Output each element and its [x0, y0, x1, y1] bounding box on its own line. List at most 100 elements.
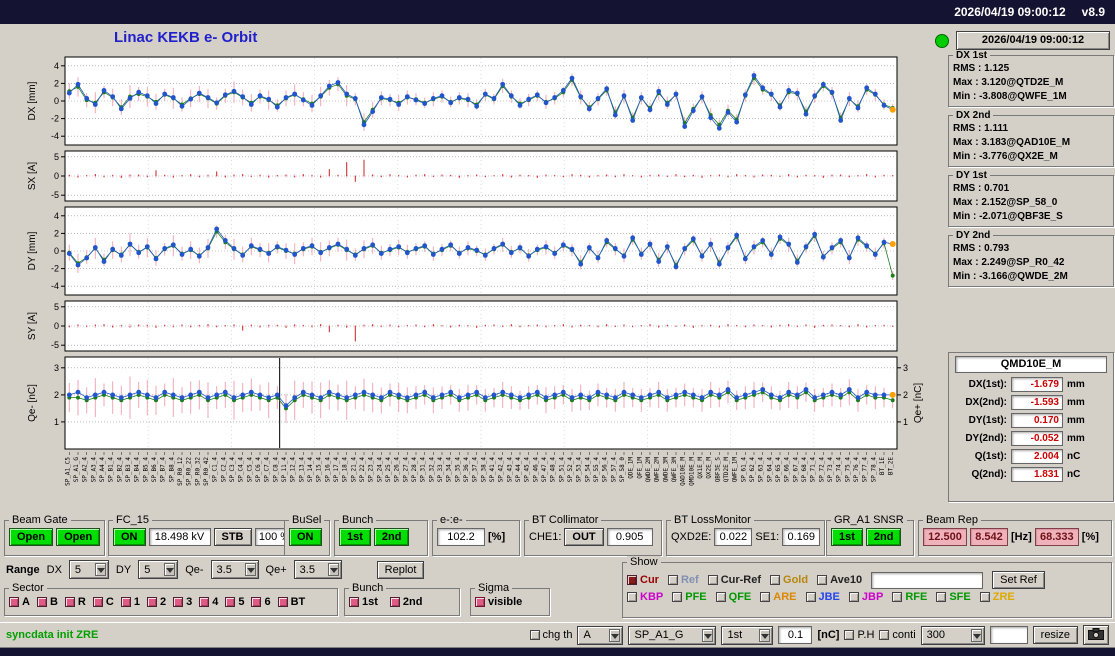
checkbox-icon	[627, 575, 637, 585]
show-checkbox-zre[interactable]: ZRE	[979, 591, 1015, 603]
sector-checkbox-bt[interactable]: BT	[277, 596, 305, 608]
range-qem-dropdown[interactable]: 3.5	[210, 560, 259, 579]
bunch-1st-button[interactable]: 1st	[339, 528, 371, 546]
dx-plot[interactable]: 4 2 0 -2 -4 DX [mm]	[20, 56, 925, 149]
beam-rep-value-3: 68.333	[1034, 528, 1079, 546]
svg-text:SP_16_4: SP_16_4	[324, 457, 331, 483]
svg-text:2: 2	[54, 390, 59, 400]
sector-checkbox-a[interactable]: A	[9, 596, 30, 608]
sector-checkbox-c[interactable]: C	[92, 596, 114, 608]
range-dx-dropdown[interactable]: 5	[68, 560, 109, 579]
sector-checkbox-5[interactable]: 5	[225, 596, 244, 608]
checkbox-icon	[817, 575, 828, 585]
svg-text:-5: -5	[51, 190, 59, 200]
set-ref-input[interactable]	[871, 571, 984, 589]
gra1-2nd-button[interactable]: 2nd	[865, 528, 902, 546]
sector-checkbox-1[interactable]: 1	[120, 596, 140, 608]
dy-plot[interactable]: 4 2 0 -2 -4 DY [mm]	[20, 206, 925, 299]
interval-dropdown[interactable]: 300	[920, 625, 985, 645]
svg-text:QAD10E_M: QAD10E_M	[680, 457, 687, 486]
bpm-row-unit: nC	[1067, 451, 1081, 462]
svg-text:SP_37_4: SP_37_4	[472, 457, 479, 483]
svg-text:SP_B7_4: SP_B7_4	[160, 457, 167, 483]
bpm-row-label: DX(2nd):	[965, 397, 1007, 408]
svg-text:SP_51_4: SP_51_4	[558, 457, 565, 483]
show-checkbox-ave10[interactable]: Ave10	[817, 574, 862, 586]
bpm-row-value: -1.679	[1011, 377, 1063, 392]
busel-on-button[interactable]: ON	[289, 528, 322, 546]
bunch-select-dropdown[interactable]: 1st	[721, 625, 774, 645]
resize-button[interactable]: resize	[1032, 626, 1078, 644]
checkbox-icon	[225, 597, 236, 607]
screenshot-button[interactable]	[1083, 625, 1109, 645]
gra1-1st-button[interactable]: 1st	[831, 528, 863, 546]
svg-text:SP_B6_4: SP_B6_4	[151, 457, 158, 483]
range-dy-dropdown[interactable]: 5	[138, 560, 179, 579]
sy-plot[interactable]: 5 0 -5 SY [A]	[20, 300, 925, 355]
svg-text:SP_C2_4: SP_C2_4	[220, 457, 227, 483]
range-dx-label: DX	[46, 563, 62, 576]
svg-text:3: 3	[903, 363, 908, 373]
range-qep-dropdown[interactable]: 3.5	[293, 560, 342, 579]
svg-text:BT_2E: BT_2E	[888, 457, 895, 475]
show-checkbox-qfe[interactable]: QFE	[715, 591, 751, 603]
svg-text:SP_11_4: SP_11_4	[281, 457, 288, 483]
show-checkbox-jbe[interactable]: JBE	[805, 591, 840, 603]
show-checkbox-are[interactable]: ARE	[760, 591, 797, 603]
svg-text:QWFE_2M: QWFE_2M	[654, 457, 661, 483]
che1-out-button[interactable]: OUT	[564, 528, 604, 546]
svg-text:-5: -5	[51, 340, 59, 350]
svg-text:SP_A1_C5: SP_A1_C5	[64, 457, 71, 486]
conti-checkbox[interactable]: conti	[879, 629, 916, 641]
fc15-stb-button[interactable]: STB	[213, 528, 252, 546]
sector-select-dropdown[interactable]: A	[577, 625, 624, 645]
sigma-visible-checkbox[interactable]: visible	[475, 596, 522, 608]
show-checkbox-ref[interactable]: Ref	[667, 574, 699, 586]
svg-text:0: 0	[54, 171, 59, 181]
sector-checkbox-2[interactable]: 2	[146, 596, 166, 608]
show-checkbox-curref[interactable]: Cur-Ref	[707, 574, 761, 586]
sector-checkbox-3[interactable]: 3	[173, 596, 192, 608]
stat-box: DX 1st RMS : 1.125 Max : 3.120@QTD2E_M Min …	[948, 50, 1114, 107]
show-checkbox-kbp[interactable]: KBP	[627, 591, 663, 603]
svg-text:SP_12_4: SP_12_4	[290, 457, 297, 483]
replot-button[interactable]: Replot	[376, 560, 425, 579]
blank-input[interactable]	[989, 626, 1028, 644]
show-checkbox-rfe[interactable]: RFE	[892, 591, 927, 603]
sector-checkbox-b[interactable]: B	[36, 596, 58, 608]
svg-text:SP_R0_42: SP_R0_42	[203, 457, 210, 486]
beam-gate-open-button-1[interactable]: Open	[9, 528, 54, 546]
che1-label: CHE1:	[529, 531, 562, 543]
svg-text:SP_26_4: SP_26_4	[394, 457, 401, 483]
bunch-2nd-button[interactable]: 2nd	[373, 528, 410, 546]
sector-checkbox-6[interactable]: 6	[251, 596, 271, 608]
bpm-value-row: DY(2nd): -0.052 mm	[955, 431, 1107, 446]
show-checkbox-sfe[interactable]: SFE	[936, 591, 971, 603]
fc15-on-button[interactable]: ON	[113, 528, 146, 546]
svg-text:0: 0	[54, 321, 59, 331]
threshold-input[interactable]: 0.1	[778, 626, 813, 644]
show-checkbox-cur[interactable]: Cur	[627, 574, 659, 586]
bpm-select-dropdown[interactable]: SP_A1_G	[628, 625, 717, 645]
sector-checkbox-r[interactable]: R	[64, 596, 86, 608]
charge-plot[interactable]: 3 3 2 2 1 1 Qe- [nC] Qe+ [nC]	[20, 356, 925, 453]
fc15-kv-readout: 18.498 kV	[148, 528, 211, 546]
show-checkbox-jbp[interactable]: JBP	[848, 591, 883, 603]
bunch-checkbox-1st[interactable]: 1st	[349, 596, 378, 608]
sector-checkbox-4[interactable]: 4	[199, 596, 218, 608]
titlebar: 2026/04/19 09:00:12 v8.9	[0, 0, 1115, 24]
beam-gate-open-button-2[interactable]: Open	[56, 528, 101, 546]
bpm-row-value: 0.170	[1011, 413, 1063, 428]
ph-checkbox[interactable]: P.H	[844, 629, 874, 641]
show-checkbox-pfe[interactable]: PFE	[672, 591, 707, 603]
chg-th-checkbox[interactable]: chg th	[529, 629, 572, 641]
svg-text:2: 2	[54, 78, 59, 88]
svg-text:SP_R0_32: SP_R0_32	[194, 457, 201, 486]
stat-title: DY 1st	[953, 170, 990, 181]
svg-text:-2: -2	[51, 114, 59, 124]
bpm-row-value: 2.004	[1011, 449, 1063, 464]
bunch-checkbox-2nd[interactable]: 2nd	[389, 596, 422, 608]
show-checkbox-gold[interactable]: Gold	[770, 574, 808, 586]
sx-plot[interactable]: 5 0 -5 SX [A]	[20, 150, 925, 205]
set-ref-button[interactable]: Set Ref	[992, 571, 1045, 589]
